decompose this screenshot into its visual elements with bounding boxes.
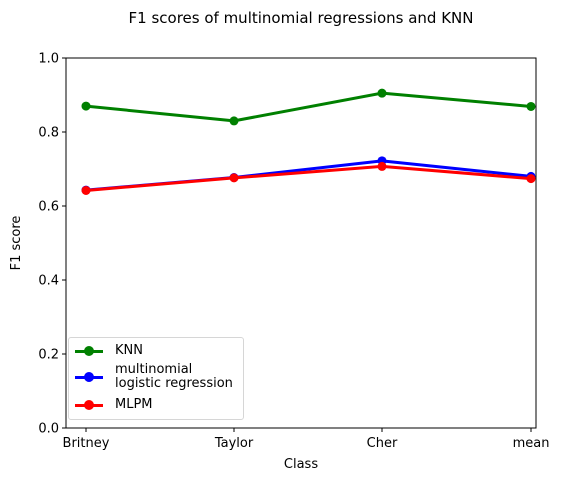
series-line (85, 91, 532, 123)
y-tick-label: 0.2 (38, 348, 59, 363)
legend-swatch (75, 345, 103, 357)
x-tick-label: Cher (367, 436, 398, 451)
y-tick-label: 0.0 (38, 422, 59, 437)
y-tick-label: 0.6 (38, 200, 59, 215)
legend-item: multinomial logistic regression (75, 363, 233, 391)
x-axis-label: Class (284, 457, 318, 472)
series-line (85, 164, 532, 192)
y-tick-label: 0.8 (38, 126, 59, 141)
data-point (377, 161, 387, 171)
legend-swatch (75, 371, 103, 383)
x-tick-label: mean (513, 436, 550, 451)
chart-title: F1 scores of multinomial regressions and… (129, 9, 474, 27)
y-axis-ticks: 0.0 0.2 0.4 0.6 0.8 1.0 (38, 52, 66, 437)
series-2 (81, 161, 536, 195)
data-point (526, 101, 536, 111)
x-tick-label: Britney (63, 436, 110, 451)
legend-label: KNN (115, 343, 143, 358)
x-axis-ticks: Britney Taylor Cher mean (63, 428, 550, 451)
x-tick-label: Taylor (214, 436, 254, 451)
series-0 (81, 88, 536, 126)
y-tick-label: 1.0 (38, 52, 59, 67)
legend-label: MLPM (115, 397, 153, 412)
series-1 (81, 156, 536, 195)
data-point (526, 174, 536, 184)
legend: KNN multinomial logistic regression MLPM (68, 337, 244, 420)
data-point (81, 101, 91, 111)
legend-item: KNN (75, 344, 143, 358)
data-point (229, 173, 239, 183)
y-tick-label: 0.4 (38, 274, 59, 289)
series-layer (81, 88, 536, 195)
data-point (377, 88, 387, 98)
data-point (229, 116, 239, 126)
y-axis-label: F1 score (9, 216, 24, 271)
legend-label: multinomial logistic regression (115, 362, 233, 391)
plot-area-frame (65, 57, 537, 429)
legend-item: MLPM (75, 398, 153, 412)
legend-swatch (75, 399, 103, 411)
data-point (81, 185, 91, 195)
